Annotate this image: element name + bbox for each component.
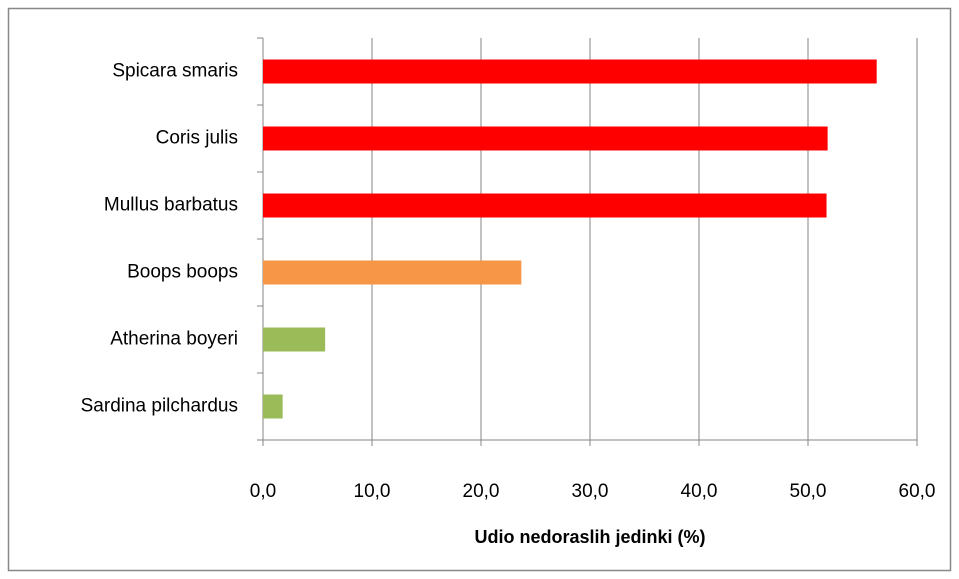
y-tick-label: Mullus barbatus [104, 195, 238, 216]
bar [263, 193, 827, 218]
y-tick-label: Spicara smaris [112, 61, 238, 82]
bar [263, 59, 877, 84]
x-tick-label: 20,0 [463, 481, 500, 502]
y-tick-label: Boops boops [127, 262, 238, 283]
x-tick-label: 0,0 [250, 481, 276, 502]
x-tick-label: 10,0 [354, 481, 391, 502]
x-tick-label: 40,0 [681, 481, 718, 502]
bar [263, 327, 326, 352]
y-tick-label: Sardina pilchardus [81, 396, 238, 417]
bar [263, 260, 522, 285]
x-tick-label: 60,0 [899, 481, 936, 502]
bar [263, 126, 828, 151]
x-tick-label: 30,0 [572, 481, 609, 502]
y-tick-label: Atherina boyeri [110, 329, 238, 350]
y-tick-label: Coris julis [156, 128, 238, 149]
x-axis-label: Udio nedoraslih jedinki (%) [474, 527, 705, 547]
chart-frame [7, 7, 952, 572]
bar [263, 394, 283, 419]
x-tick-label: 50,0 [790, 481, 827, 502]
